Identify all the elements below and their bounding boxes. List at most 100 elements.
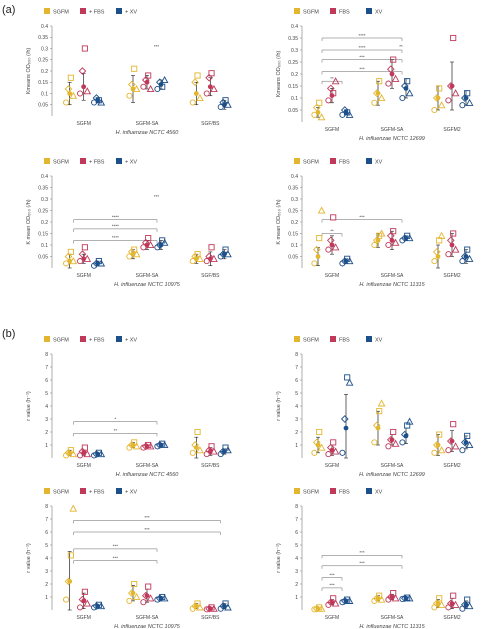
x-axis-label-1: H. influenzae NCTC 12699 [359,136,425,142]
data-point-1-0-1-3 [377,93,386,102]
sig-bracket-7-1 [321,565,403,569]
data-point-1-2-1-3 [405,89,414,97]
data-point-1-0-2-0 [431,106,438,114]
mean-point-5-2-1 [403,433,409,439]
x-category-label-3-2: SGFM2 [443,273,460,279]
data-point-5-2-1-3 [405,417,414,425]
sig-label-4-1: ** [114,428,118,433]
data-point-4-1-2-2 [208,443,215,450]
x-axis-label-7: H. influenzae NCTC 11315 [359,624,425,629]
x-category-label-7-0: SGFM [325,615,339,621]
y-tick-label-0-5: 0.3 [41,46,48,52]
mean-point-7-2-2 [463,602,469,608]
data-point-1-1-1-2 [390,56,397,63]
data-point-0-1-0-1 [78,67,87,75]
data-point-3-0-2-1 [432,248,441,256]
data-point-1-1-1-0 [385,80,392,87]
data-point-2-1-1-0 [140,244,147,251]
annotation-2-0: *** [154,194,160,199]
data-point-3-0-0-0 [311,260,318,267]
data-point-1-0-2-3 [437,101,446,109]
y-tick-label-3-5: 0.3 [291,197,298,203]
legend-swatch-1-1 [330,8,336,14]
legend-swatch-6-0 [44,488,50,494]
legend-label-0-2: + XV [125,10,137,16]
annotation-1-0: ** [399,44,403,49]
sig-label-6-1: *** [144,527,150,532]
x-category-label-1-1: SGFM-SA [381,127,404,133]
sig-bracket-7-3 [321,587,343,591]
data-point-5-1-0-2 [330,439,337,446]
data-point-5-1-2-2 [450,421,457,428]
data-point-0-0-2-0 [189,99,196,106]
panel-label-a: (a) [2,4,16,16]
data-point-3-0-2-3 [437,231,446,239]
sig-bracket-4-0 [73,421,158,425]
mean-point-0-0-0 [67,91,73,96]
y-axis-label-1: Kmeans OD₆₀₀ (/h) [276,51,282,98]
data-point-0-2-1-3 [160,75,169,84]
mean-point-1-1-2 [449,83,455,89]
data-point-6-0-0-2 [67,552,74,559]
y-tick-label-7-7: 8 [295,504,298,510]
legend-swatch-0-1 [80,8,86,14]
legend-swatch-4-1 [80,336,86,342]
data-point-6-1-0-0 [77,604,84,611]
data-point-6-0-0-0 [63,596,70,603]
x-category-label-0-0: SGFM [76,121,90,127]
legend-label-3-1: FBS [339,160,350,166]
mean-point-6-0-0 [67,579,73,584]
legend-label-1-1: FBS [339,10,350,16]
sig-label-7-0: *** [359,550,365,555]
data-point-3-2-2-0 [459,258,466,265]
data-point-5-2-0-3 [345,378,354,386]
data-point-0-0-2-2 [194,72,201,79]
mean-point-3-1-2 [449,242,455,248]
legend-swatch-5-0 [294,336,300,342]
mean-point-3-0-2 [435,254,441,259]
mean-point-7-0-0 [315,606,321,612]
data-point-5-2-2-2 [464,432,471,439]
sig-label-1-3: *** [359,66,365,71]
x-axis-label-5: H. influenzae NCTC 12699 [359,472,425,478]
legend-swatch-0-2 [116,8,122,14]
y-tick-label-4-1: 2 [45,430,48,436]
data-point-6-1-0-3 [83,599,92,607]
data-point-6-1-0-2 [81,588,88,595]
mean-point-1-0-2 [435,95,441,101]
data-point-4-0-2-3 [196,446,204,454]
mean-point-1-0-0 [315,110,321,115]
y-tick-label-5-6: 7 [295,365,298,371]
mean-point-1-2-2 [463,95,469,101]
legend-label-5-1: FBS [339,338,350,344]
sig-bracket-2-1 [73,228,158,232]
legend-label-7-1: FBS [339,490,350,496]
data-point-0-0-1-0 [126,92,133,99]
x-category-label-0-1: SGFM-SA [136,121,159,127]
legend-label-2-0: SGFM [53,160,69,166]
data-point-0-2-0-3 [97,98,106,106]
y-tick-label-6-4: 5 [45,543,48,549]
y-tick-label-3-0: 0.05 [288,254,298,260]
data-point-1-2-2-2 [464,90,471,97]
mean-point-4-0-1 [130,442,136,448]
y-tick-label-2-5: 0.3 [41,197,48,203]
y-tick-label-1-0: 0.05 [288,108,298,114]
data-point-2-1-0-0 [77,258,84,265]
annotation-0-0: *** [154,44,160,49]
x-category-label-7-1: SGFM-SA [381,615,404,621]
data-point-1-1-1-3 [391,74,400,82]
data-point-3-1-0-1 [326,236,335,245]
mean-point-0-0-1 [130,86,136,92]
data-point-4-2-2-3 [224,446,232,454]
mean-point-3-0-0 [315,254,321,259]
data-point-3-0-0-2 [316,235,323,242]
legend-swatch-3-2 [366,158,372,164]
data-point-2-0-2-0 [189,258,196,265]
sig-label-2-2: **** [112,235,119,240]
mean-point-4-2-2 [221,449,227,454]
legend-label-3-2: XV [375,160,383,166]
x-category-label-4-1: SGFM-SA [136,463,159,469]
legend-label-2-1: + FBS [89,160,105,166]
y-tick-label-1-6: 0.35 [288,36,298,42]
